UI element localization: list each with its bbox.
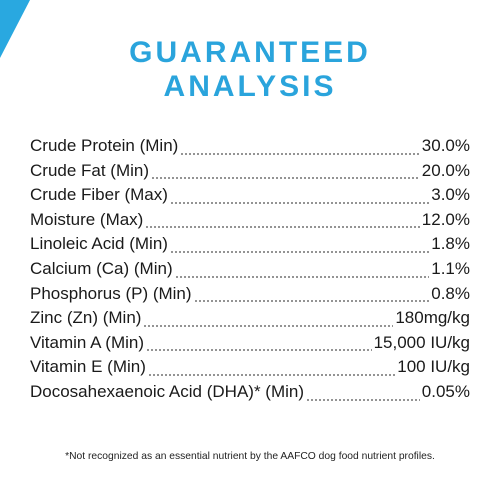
table-row: Phosphorus (P) (Min) 0.8%	[30, 284, 470, 309]
dot-leader	[180, 152, 420, 155]
nutrient-label: Phosphorus (P) (Min)	[30, 283, 192, 303]
table-row: Crude Fat (Min) 20.0%	[30, 161, 470, 186]
nutrient-value: 3.0%	[431, 185, 470, 205]
table-row: Crude Fiber (Max) 3.0%	[30, 185, 470, 210]
dot-leader	[146, 349, 372, 352]
dot-leader	[169, 201, 430, 204]
corner-triangle	[0, 0, 30, 58]
nutrient-value: 15,000 IU/kg	[373, 332, 470, 352]
footnote: *Not recognized as an essential nutrient…	[65, 451, 435, 462]
table-row: Moisture (Max) 12.0%	[30, 210, 470, 235]
table-row: Linoleic Acid (Min) 1.8%	[30, 234, 470, 259]
nutrient-label: Moisture (Max)	[30, 209, 144, 229]
dot-leader	[169, 250, 430, 253]
table-row: Calcium (Ca) (Min) 1.1%	[30, 259, 470, 284]
table-row: Crude Protein (Min) 30.0%	[30, 136, 470, 161]
nutrient-value: 180mg/kg	[395, 308, 470, 328]
nutrient-label: Vitamin E (Min)	[30, 357, 146, 377]
dot-leader	[145, 226, 420, 229]
table-row: Zinc (Zn) (Min) 180mg/kg	[30, 308, 470, 333]
nutrient-label: Docosahexaenoic Acid (DHA)* (Min)	[30, 381, 304, 401]
title-line: GUARANTEED	[129, 36, 371, 69]
nutrient-value: 0.8%	[431, 283, 470, 303]
nutrient-value: 12.0%	[421, 209, 470, 229]
nutrient-label: Linoleic Acid (Min)	[30, 234, 168, 254]
nutrient-value: 20.0%	[421, 160, 470, 180]
nutrient-label: Crude Protein (Min)	[30, 136, 179, 155]
dot-leader	[306, 398, 420, 401]
title-line: ANALYSIS	[163, 70, 337, 103]
table-row: Docosahexaenoic Acid (DHA)* (Min) 0.05%	[30, 382, 470, 407]
nutrient-label: Crude Fat (Min)	[30, 160, 150, 180]
nutrient-label: Crude Fiber (Max)	[30, 185, 168, 205]
dot-leader	[174, 275, 430, 278]
nutrient-value: 1.1%	[431, 258, 470, 278]
dot-leader	[147, 373, 396, 376]
dot-leader	[193, 300, 430, 303]
dot-leader	[151, 177, 420, 180]
nutrient-value: 100 IU/kg	[397, 357, 470, 377]
nutrient-label: Zinc (Zn) (Min)	[30, 308, 142, 328]
nutrient-value: 30.0%	[421, 136, 470, 155]
table-row: Vitamin E (Min) 100 IU/kg	[30, 357, 470, 382]
analysis-table: Crude Protein (Min) 30.0% Crude Fat (Min) 2…	[30, 136, 470, 407]
dot-leader	[143, 324, 394, 327]
nutrient-value: 0.05%	[421, 381, 470, 401]
nutrient-label: Calcium (Ca) (Min)	[30, 258, 173, 278]
nutrient-label: Vitamin A (Min)	[30, 332, 145, 352]
nutrient-value: 1.8%	[431, 234, 470, 254]
table-row: Vitamin A (Min) 15,000 IU/kg	[30, 333, 470, 358]
